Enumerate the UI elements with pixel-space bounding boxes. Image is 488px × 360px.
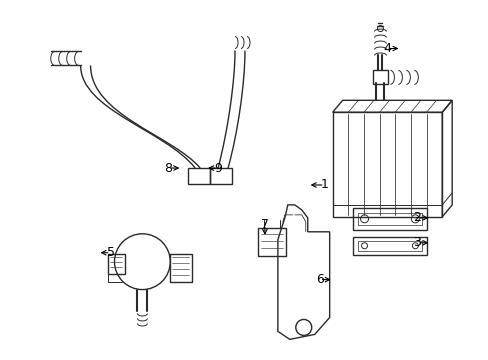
Bar: [332, 112, 441, 217]
Text: 8: 8: [164, 162, 172, 175]
Text: 5: 5: [106, 246, 114, 259]
Bar: [258, 228, 285, 256]
Bar: [170, 254, 192, 282]
Bar: [352, 237, 427, 255]
Text: 9: 9: [214, 162, 222, 175]
Bar: [188, 168, 210, 184]
Text: 7: 7: [261, 218, 268, 231]
Text: 2: 2: [412, 211, 420, 224]
Text: 1: 1: [320, 179, 328, 192]
Text: 6: 6: [315, 273, 323, 286]
Bar: [352, 208, 427, 230]
Text: 3: 3: [412, 236, 420, 249]
Text: 4: 4: [383, 42, 390, 55]
Bar: [372, 71, 387, 84]
Bar: [210, 168, 232, 184]
Bar: [107, 254, 125, 274]
